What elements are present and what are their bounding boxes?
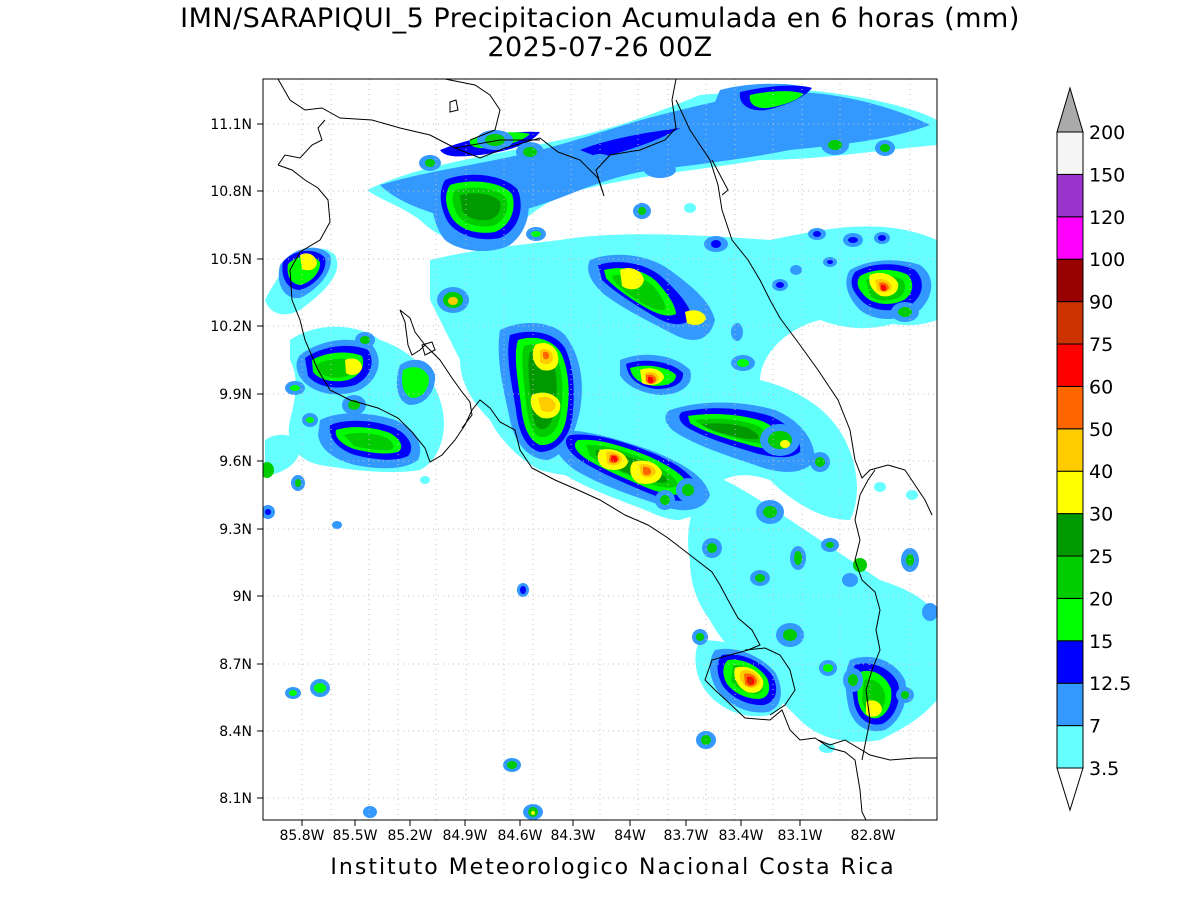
lat-tick-label: 8.4N	[219, 724, 252, 740]
colorbar-label: 20	[1089, 588, 1113, 610]
colorbar-label: 40	[1089, 461, 1113, 483]
lon-tick-label: 82.8W	[850, 828, 895, 844]
colorbar-label: 30	[1089, 504, 1113, 526]
colorbar-swatch	[1056, 555, 1084, 599]
colorbar-top-arrow	[1056, 86, 1084, 133]
colorbar-swatch	[1056, 131, 1084, 175]
colorbar-swatch	[1056, 216, 1084, 260]
colorbar-label: 15	[1089, 631, 1113, 653]
lon-tick-label: 85.8W	[279, 828, 324, 844]
colorbar-label: 25	[1089, 546, 1113, 568]
colorbar-label: 200	[1089, 122, 1125, 144]
lat-tick-label: 9.3N	[219, 522, 252, 538]
lon-tick-label: 85.2W	[387, 828, 432, 844]
colorbar-label: 60	[1089, 376, 1113, 398]
colorbar-bottom-arrow	[1056, 767, 1084, 812]
chart-subtitle: 2025-07-26 00Z	[487, 32, 713, 63]
colorbar-label: 7	[1089, 716, 1101, 738]
lat-tick-label: 11.1N	[210, 117, 252, 133]
lon-tick-label: 84.9W	[442, 828, 487, 844]
colorbar-swatch	[1056, 640, 1084, 684]
coastline	[277, 79, 937, 820]
colorbar-swatch	[1056, 428, 1084, 472]
colorbar-swatch	[1056, 385, 1084, 430]
colorbar-swatch	[1056, 470, 1084, 515]
colorbar-swatch	[1056, 725, 1084, 769]
lon-tick-label: 84.6W	[497, 828, 542, 844]
lon-tick-label: 84.3W	[550, 828, 595, 844]
lat-tick-label: 9.6N	[219, 454, 252, 470]
colorbar-label: 100	[1089, 249, 1125, 271]
lat-tick-label: 10.5N	[210, 252, 252, 268]
lon-tick-label: 83.1W	[777, 828, 822, 844]
lon-tick-label: 83.4W	[718, 828, 763, 844]
colorbar-swatch	[1056, 513, 1084, 557]
lat-tick-label: 8.1N	[219, 791, 252, 807]
colorbar-label: 12.5	[1089, 673, 1131, 695]
lat-tick-label: 8.7N	[219, 657, 252, 673]
colorbar-label: 75	[1089, 334, 1113, 356]
colorbar-swatch	[1056, 301, 1084, 345]
colorbar-label: 90	[1089, 292, 1113, 314]
colorbar-swatch	[1056, 682, 1084, 727]
lat-tick-label: 9N	[233, 589, 252, 605]
latitude-axis: 11.1N 10.8N 10.5N 10.2N 9.9N 9.6N 9.3N 9…	[210, 117, 263, 807]
colorbar-swatch	[1056, 258, 1084, 303]
longitude-axis: 85.8W 85.5W 85.2W 84.9W 84.6W 84.3W 84W …	[279, 820, 896, 844]
colorbar-label: 50	[1089, 419, 1113, 441]
precipitation-field	[263, 83, 937, 820]
lat-tick-label: 9.9N	[219, 387, 252, 403]
colorbar-legend: 3.5 7 12.5 15 20 25 30 40 50 60 75 90 100 120 150 200	[1056, 86, 1131, 812]
credit-text: Instituto Meteorologico Nacional Costa R…	[330, 855, 896, 880]
lon-tick-label: 85.5W	[332, 828, 377, 844]
lon-tick-label: 83.7W	[663, 828, 708, 844]
chart-title: IMN/SARAPIQUI_5 Precipitacion Acumulada …	[180, 3, 1020, 34]
colorbar-swatch	[1056, 343, 1084, 387]
colorbar-label: 3.5	[1089, 758, 1119, 780]
lat-tick-label: 10.2N	[210, 319, 252, 335]
lon-tick-label: 84W	[614, 828, 646, 844]
colorbar-label: 120	[1089, 207, 1125, 229]
lat-tick-label: 10.8N	[210, 184, 252, 200]
colorbar-swatch	[1056, 597, 1084, 642]
colorbar-label: 150	[1089, 164, 1125, 186]
graticule	[263, 79, 937, 820]
colorbar-swatch	[1056, 173, 1084, 218]
map-frame	[262, 78, 938, 821]
